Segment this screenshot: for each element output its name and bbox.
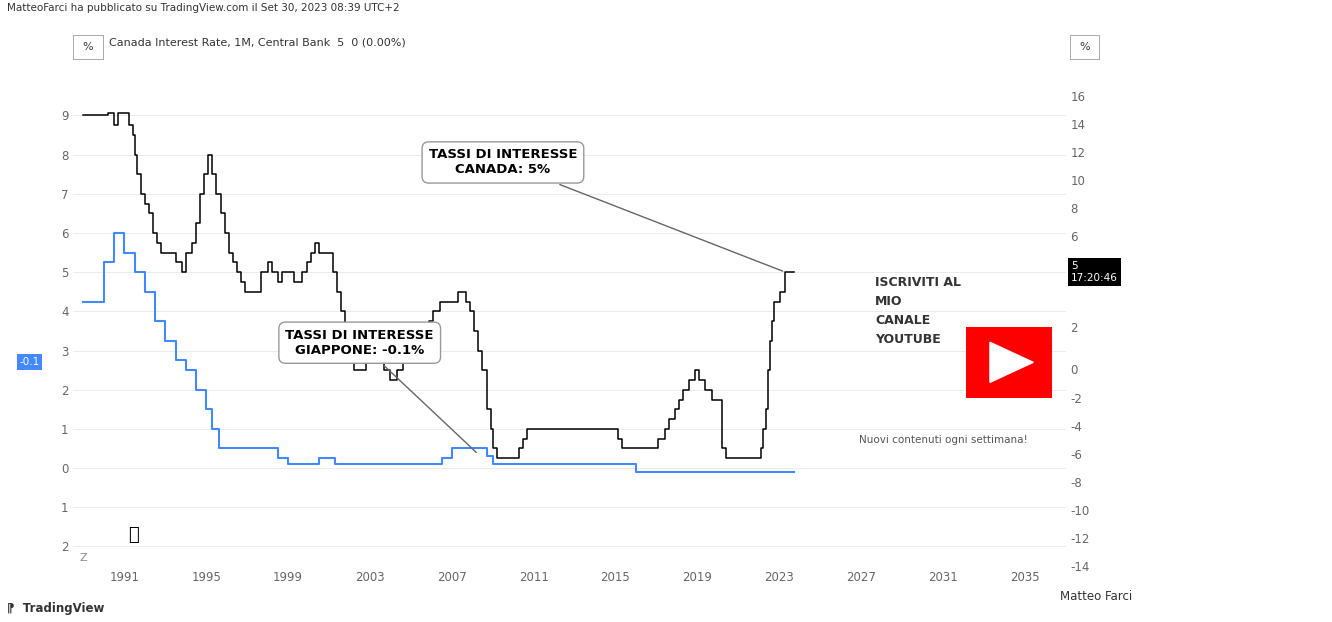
Text: Z: Z [80, 553, 87, 563]
Text: MatteoFarci ha pubblicato su TradingView.com il Set 30, 2023 08:39 UTC+2: MatteoFarci ha pubblicato su TradingView… [7, 3, 400, 13]
Text: -0.1: -0.1 [19, 357, 40, 367]
Text: ISCRIVITI AL
MIO
CANALE
YOUTUBE: ISCRIVITI AL MIO CANALE YOUTUBE [875, 276, 962, 346]
Text: %: % [1079, 42, 1090, 52]
Text: TASSI DI INTERESSE
CANADA: 5%: TASSI DI INTERESSE CANADA: 5% [429, 149, 783, 271]
Text: ⁋  TradingView: ⁋ TradingView [7, 601, 104, 615]
Text: 5
17:20:46: 5 17:20:46 [1071, 261, 1118, 283]
Text: %: % [83, 42, 93, 52]
Text: Matteo Farci: Matteo Farci [1060, 590, 1132, 603]
Text: TASSI DI INTERESSE
GIAPPONE: -0.1%: TASSI DI INTERESSE GIAPPONE: -0.1% [285, 328, 477, 452]
Polygon shape [990, 342, 1034, 383]
Text: 🦕: 🦕 [128, 526, 140, 544]
FancyBboxPatch shape [963, 325, 1055, 400]
Text: Nuovi contenuti ogni settimana!: Nuovi contenuti ogni settimana! [859, 435, 1028, 445]
Text: Canada Interest Rate, 1M, Central Bank  5  0 (0.00%): Canada Interest Rate, 1M, Central Bank 5… [109, 38, 406, 48]
